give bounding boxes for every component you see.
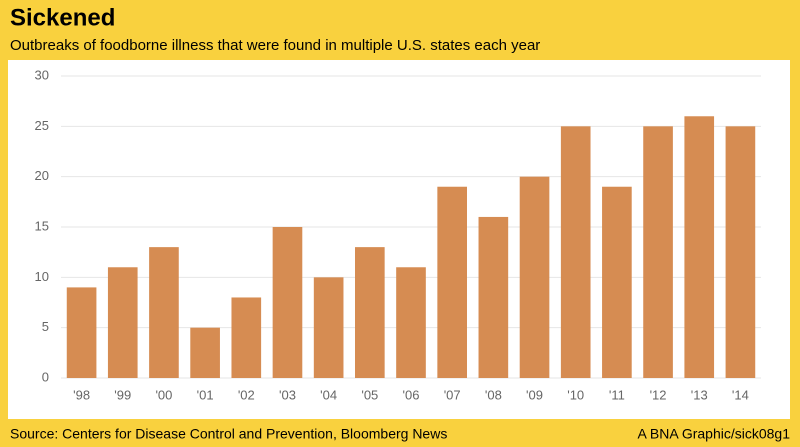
x-tick-label: '06 — [403, 387, 420, 402]
x-tick-label: '11 — [609, 387, 625, 402]
bar — [272, 227, 303, 378]
bar — [519, 176, 550, 378]
bar — [560, 126, 591, 378]
y-tick-label: 10 — [35, 269, 49, 284]
bar — [231, 297, 262, 378]
bar — [602, 186, 632, 378]
bar — [478, 216, 509, 378]
bar — [725, 126, 756, 378]
bar — [437, 186, 467, 378]
bar — [643, 126, 673, 378]
credit: A BNA Graphic/sick08g1 — [637, 426, 790, 442]
bar — [396, 267, 426, 378]
x-tick-label: '04 — [320, 387, 337, 402]
x-tick-label: '14 — [732, 387, 749, 402]
y-tick-label: 0 — [42, 369, 49, 384]
y-tick-label: 20 — [35, 168, 49, 183]
chart-subtitle: Outbreaks of foodborne illness that were… — [10, 37, 540, 54]
x-tick-label: '01 — [197, 387, 214, 402]
x-tick-label: '13 — [691, 387, 708, 402]
bar — [149, 247, 179, 378]
x-tick-label: '03 — [279, 387, 296, 402]
bar — [66, 287, 97, 378]
bar — [107, 267, 138, 378]
x-tick-label: '09 — [526, 387, 543, 402]
x-tick-label: '08 — [485, 387, 502, 402]
x-tick-label: '98 — [73, 387, 90, 402]
bar — [190, 327, 220, 378]
x-tick-label: '07 — [444, 387, 461, 402]
x-tick-label: '00 — [155, 387, 172, 402]
x-tick-label: '02 — [238, 387, 255, 402]
y-tick-label: 25 — [35, 118, 49, 133]
x-tick-label: '12 — [650, 387, 667, 402]
y-tick-label: 30 — [35, 67, 49, 82]
bar — [355, 247, 385, 378]
y-tick-label: 15 — [35, 218, 49, 233]
bar — [313, 277, 344, 378]
bar — [684, 116, 715, 379]
x-tick-label: '05 — [361, 387, 378, 402]
source: Source: Centers for Disease Control and … — [10, 426, 447, 442]
y-tick-label: 5 — [42, 319, 49, 334]
chart-title: Sickened — [10, 4, 115, 31]
x-tick-label: '99 — [114, 387, 131, 402]
x-tick-label: '10 — [567, 387, 584, 402]
